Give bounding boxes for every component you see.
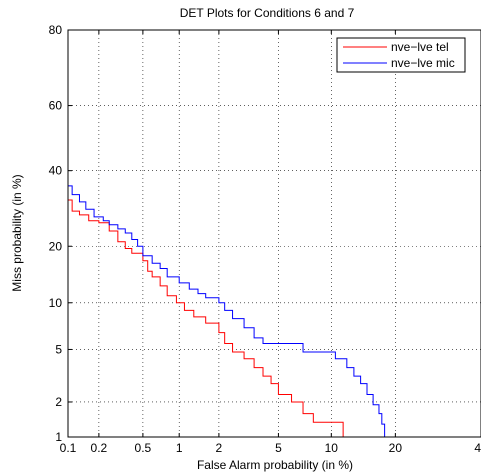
x-axis-label: False Alarm probability (in %) bbox=[197, 458, 353, 472]
y-tick-label: 60 bbox=[49, 99, 63, 113]
x-tick-label: 0.5 bbox=[135, 441, 152, 455]
x-tick-label: 20 bbox=[389, 441, 403, 455]
x-axis-ticks: 0.1 0.2 0.5 1 2 5 10 20 40 bbox=[60, 30, 481, 455]
y-axis-ticks: 1 2 5 10 20 40 60 80 bbox=[49, 23, 72, 444]
legend: nve−lve tel nve−lve mic bbox=[336, 37, 466, 73]
y-tick-label: 20 bbox=[49, 239, 63, 253]
x-tick-label: 5 bbox=[275, 441, 282, 455]
y-tick-label: 1 bbox=[55, 430, 62, 444]
x-tick-label: 10 bbox=[325, 441, 339, 455]
x-tick-label: 0.1 bbox=[60, 441, 77, 455]
legend-label-mic: nve−lve mic bbox=[391, 56, 455, 70]
legend-box bbox=[336, 37, 466, 73]
x-tick-label: 40 bbox=[474, 441, 481, 455]
plot-area-frame bbox=[67, 29, 481, 438]
y-tick-label: 10 bbox=[49, 296, 63, 310]
chart-title: DET Plots for Conditions 6 and 7 bbox=[180, 6, 355, 20]
y-axis-label: Miss probability (in %) bbox=[10, 174, 24, 291]
x-tick-label: 0.2 bbox=[91, 441, 108, 455]
series-line-mic bbox=[68, 185, 386, 437]
series-line-tel bbox=[68, 199, 344, 437]
x-tick-label: 1 bbox=[176, 441, 183, 455]
y-tick-label: 80 bbox=[49, 23, 63, 37]
x-tick-label: 2 bbox=[216, 441, 223, 455]
y-tick-label: 40 bbox=[49, 164, 63, 178]
y-tick-label: 5 bbox=[55, 342, 62, 356]
grid-lines bbox=[68, 30, 481, 437]
series-layer bbox=[68, 185, 386, 437]
legend-label-tel: nve−lve tel bbox=[391, 40, 449, 54]
y-tick-label: 2 bbox=[55, 395, 62, 409]
